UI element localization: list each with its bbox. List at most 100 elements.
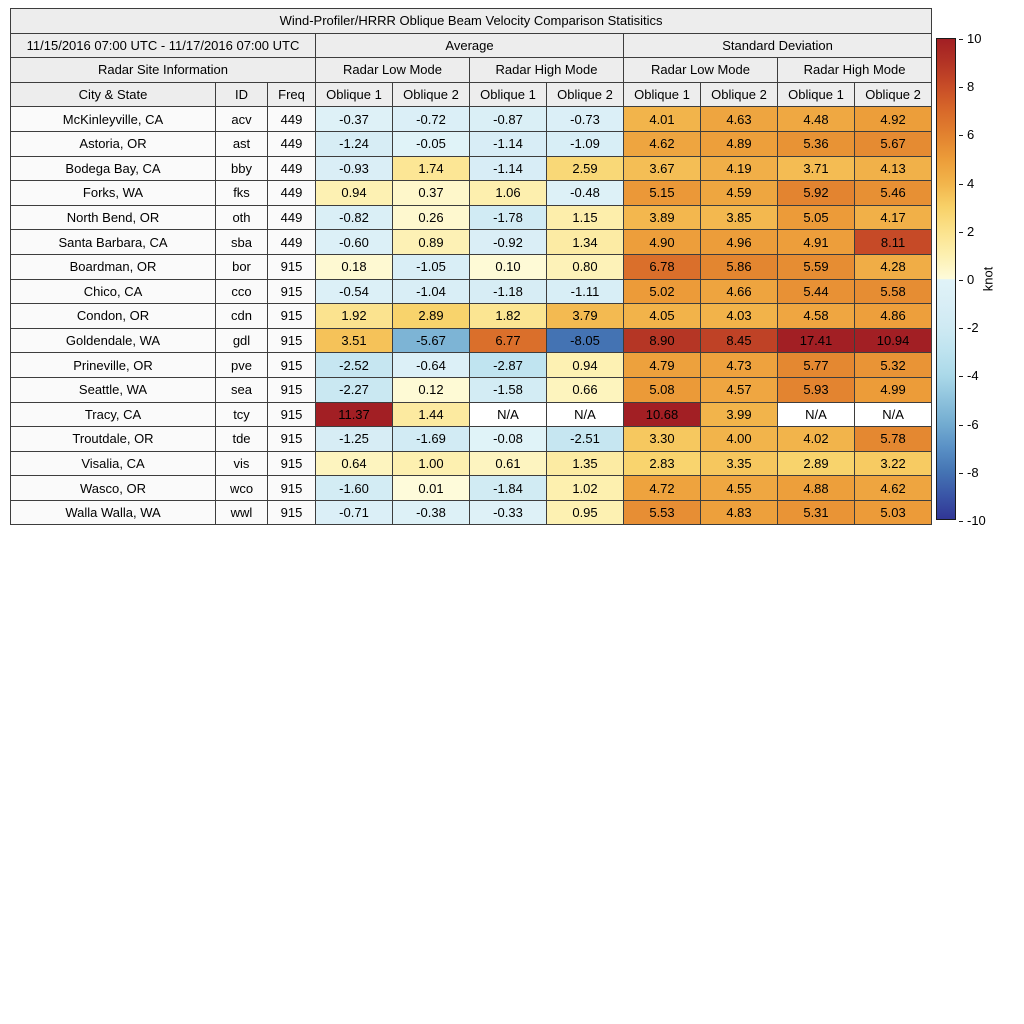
- value-cell: 5.78: [853, 426, 933, 452]
- value-cell: 0.10: [469, 253, 547, 280]
- table-row: Prineville, OR pve 915 -2.52 -0.64 -2.87 0.94 4…: [10, 352, 933, 378]
- city-cell: Walla Walla, WA: [10, 499, 216, 526]
- table-row: McKinleyville, CA acv 449 -0.37 -0.72 -0.87 -0…: [10, 106, 933, 132]
- header-high-mode-avg: Radar High Mode: [469, 57, 624, 83]
- colorbar-tick: [959, 472, 963, 474]
- stats-table: Wind-Profiler/HRRR Oblique Beam Velocity…: [9, 8, 933, 526]
- city-cell: Boardman, OR: [10, 253, 216, 280]
- table-row: Astoria, OR ast 449 -1.24 -0.05 -1.14 -1.09 4.6…: [10, 130, 933, 157]
- table-row: Forks, WA fks 449 0.94 0.37 1.06 -0.48 5.15 4.59…: [10, 180, 933, 206]
- site-id-cell: acv: [215, 106, 268, 132]
- city-cell: Chico, CA: [10, 278, 216, 305]
- city-cell: Visalia, CA: [10, 450, 216, 477]
- value-cell: 4.79: [623, 352, 701, 378]
- value-cell: 4.13: [853, 155, 933, 182]
- colorbar-tick: [959, 183, 963, 185]
- col-header-oblique2-high-avg: Oblique 2: [546, 81, 624, 108]
- header-average: Average: [315, 32, 624, 59]
- value-cell: N/A: [853, 401, 933, 428]
- value-cell: -1.14: [469, 130, 547, 157]
- site-id-cell: bor: [215, 253, 268, 280]
- colorbar-tick: [959, 376, 963, 378]
- value-cell: 5.02: [623, 278, 701, 305]
- colorbar: 10 8 6 4 2 0 -2 -4 -6 -8 -10 knot: [936, 32, 1024, 528]
- col-header-oblique2-low-avg: Oblique 2: [392, 81, 470, 108]
- col-header-oblique2-low-std: Oblique 2: [700, 81, 778, 108]
- value-cell: 4.59: [700, 180, 778, 206]
- value-cell: 0.61: [469, 450, 547, 477]
- value-cell: 5.05: [777, 204, 855, 231]
- value-cell: 3.67: [623, 155, 701, 182]
- value-cell: 4.02: [777, 426, 855, 452]
- value-cell: 4.91: [777, 229, 855, 255]
- value-cell: 4.63: [700, 106, 778, 132]
- col-header-oblique2-high-std: Oblique 2: [853, 81, 933, 108]
- freq-cell: 449: [267, 204, 316, 231]
- value-cell: 5.08: [623, 376, 701, 403]
- freq-cell: 449: [267, 130, 316, 157]
- value-cell: 4.83: [700, 499, 778, 526]
- value-cell: 1.44: [392, 401, 470, 428]
- colorbar-tick-label: -4: [967, 368, 979, 384]
- value-cell: -0.37: [315, 106, 393, 132]
- value-cell: 0.26: [392, 204, 470, 231]
- colorbar-tick: [959, 521, 963, 522]
- table-row: Goldendale, WA gdl 915 3.51 -5.67 6.77 -8.05 8.…: [10, 327, 933, 354]
- value-cell: 5.86: [700, 253, 778, 280]
- city-cell: North Bend, OR: [10, 204, 216, 231]
- value-cell: -1.14: [469, 155, 547, 182]
- mode-header-row: Radar Site Information Radar Low Mode Ra…: [10, 57, 933, 83]
- value-cell: -1.24: [315, 130, 393, 157]
- site-id-cell: tcy: [215, 401, 268, 428]
- value-cell: 10.94: [853, 327, 933, 354]
- title-row: Wind-Profiler/HRRR Oblique Beam Velocity…: [9, 8, 933, 34]
- value-cell: -0.60: [315, 229, 393, 255]
- value-cell: 4.00: [700, 426, 778, 452]
- colorbar-tick-label: -2: [967, 320, 979, 336]
- freq-cell: 915: [267, 426, 316, 452]
- value-cell: 5.15: [623, 180, 701, 206]
- value-cell: 8.90: [623, 327, 701, 354]
- value-cell: -2.87: [469, 352, 547, 378]
- value-cell: 4.58: [777, 303, 855, 329]
- site-id-cell: bby: [215, 155, 268, 182]
- colorbar-tick-label: 8: [967, 79, 975, 95]
- table-row: Visalia, CA vis 915 0.64 1.00 0.61 1.35 2.83 3.3…: [10, 450, 933, 477]
- value-cell: -1.84: [469, 475, 547, 501]
- col-header-oblique1-low-avg: Oblique 1: [315, 81, 393, 108]
- freq-cell: 915: [267, 376, 316, 403]
- site-id-cell: oth: [215, 204, 268, 231]
- value-cell: 4.57: [700, 376, 778, 403]
- value-cell: 0.80: [546, 253, 624, 280]
- value-cell: 1.92: [315, 303, 393, 329]
- value-cell: 5.92: [777, 180, 855, 206]
- value-cell: 5.46: [853, 180, 933, 206]
- value-cell: 4.92: [853, 106, 933, 132]
- value-cell: -0.92: [469, 229, 547, 255]
- value-cell: 0.66: [546, 376, 624, 403]
- site-id-cell: cdn: [215, 303, 268, 329]
- value-cell: -0.08: [469, 426, 547, 452]
- value-cell: 8.45: [700, 327, 778, 354]
- value-cell: 4.66: [700, 278, 778, 305]
- table-row: Wasco, OR wco 915 -1.60 0.01 -1.84 1.02 4.72 4.5…: [10, 475, 933, 501]
- value-cell: 1.74: [392, 155, 470, 182]
- col-header-freq: Freq: [267, 81, 316, 108]
- value-cell: 4.62: [623, 130, 701, 157]
- date-range: 11/15/2016 07:00 UTC - 11/17/2016 07:00 …: [10, 32, 316, 59]
- value-cell: 4.90: [623, 229, 701, 255]
- value-cell: 4.48: [777, 106, 855, 132]
- value-cell: 4.28: [853, 253, 933, 280]
- value-cell: -1.04: [392, 278, 470, 305]
- value-cell: 5.77: [777, 352, 855, 378]
- value-cell: -1.58: [469, 376, 547, 403]
- value-cell: 2.89: [777, 450, 855, 477]
- colorbar-tick: [959, 424, 963, 426]
- site-id-cell: sea: [215, 376, 268, 403]
- value-cell: 4.99: [853, 376, 933, 403]
- value-cell: 4.62: [853, 475, 933, 501]
- table-row: Tracy, CA tcy 915 11.37 1.44 N/A N/A 10.68 3.99 N…: [10, 401, 933, 428]
- freq-cell: 915: [267, 253, 316, 280]
- site-id-cell: wco: [215, 475, 268, 501]
- colorbar-tick-label: 6: [967, 127, 975, 143]
